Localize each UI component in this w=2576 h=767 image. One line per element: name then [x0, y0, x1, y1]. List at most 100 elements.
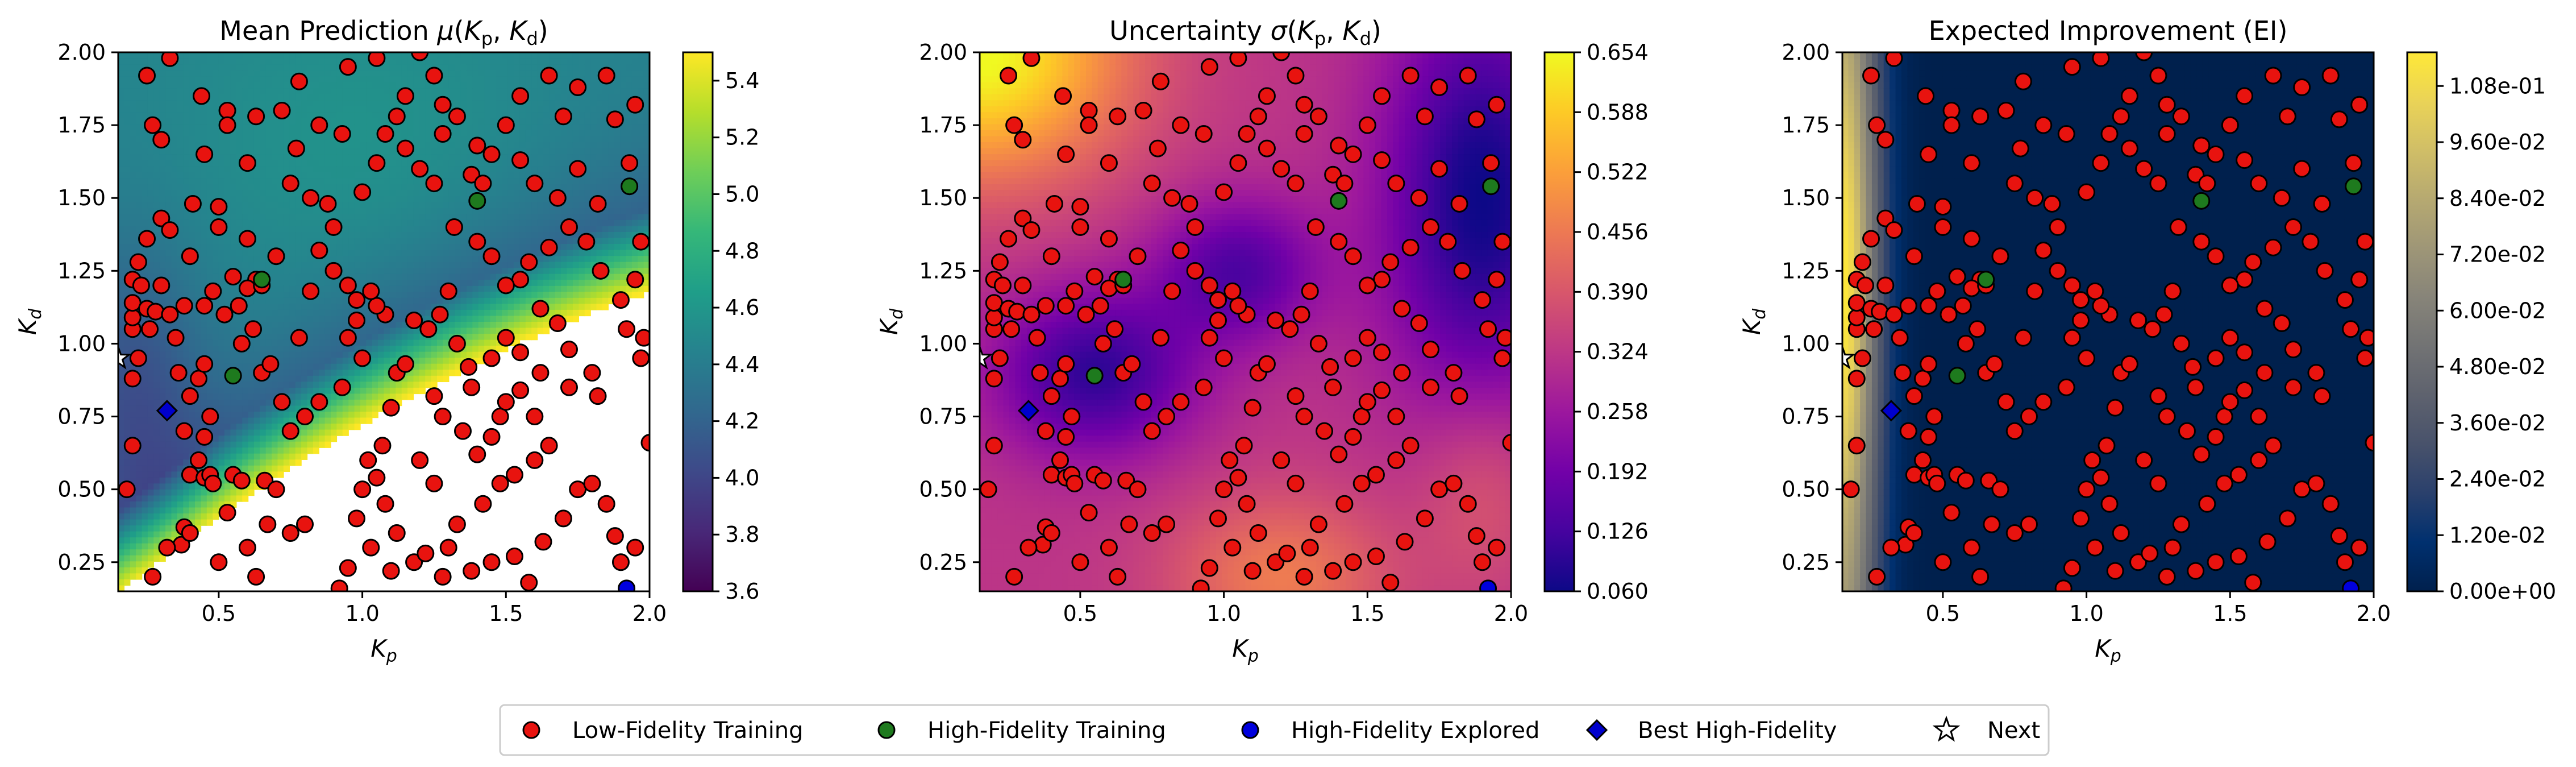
- y-tick-label: 1.75: [57, 113, 106, 138]
- axis-ticks: 0.5 1.0 1.5 2.0 0.25 0.50 0.75 1.00 1.25 1.50 1.75…: [919, 40, 1528, 626]
- y-tick-label: 1.25: [57, 258, 106, 283]
- x-tick-label: 1.0: [2069, 601, 2103, 626]
- low-fidelity-point: [1920, 428, 1938, 446]
- low-fidelity-point: [1238, 125, 1256, 143]
- legend-label: High-Fidelity Training: [927, 718, 1166, 744]
- low-fidelity-point: [1005, 116, 1023, 134]
- low-fidelity-point: [2284, 341, 2302, 359]
- low-fidelity-point: [2221, 329, 2239, 347]
- low-fidelity-point: [373, 437, 392, 455]
- low-fidelity-point: [281, 422, 299, 440]
- colorbar-tick-label: 4.6: [725, 295, 759, 320]
- low-fidelity-point: [1920, 297, 1938, 315]
- low-fidelity-point: [2092, 52, 2110, 67]
- colorbar-tick-label: 0.390: [1587, 279, 1649, 304]
- low-fidelity-point: [1962, 154, 1980, 172]
- low-fidelity-point: [1224, 282, 1242, 300]
- low-fidelity-point: [2005, 175, 2024, 193]
- legend-star-marker: [1932, 715, 1961, 742]
- low-fidelity-point: [204, 474, 222, 492]
- low-fidelity-point: [1066, 282, 1084, 300]
- y-tick-label: 0.75: [57, 404, 106, 429]
- low-fidelity-point: [152, 209, 170, 227]
- low-fidelity-point: [396, 355, 414, 373]
- low-fidelity-point: [1488, 271, 1506, 289]
- low-fidelity-point: [2356, 349, 2374, 367]
- low-fidelity-point: [1071, 218, 1089, 236]
- y-axis-label: Kd: [14, 308, 45, 335]
- low-fidelity-point: [2034, 393, 2053, 411]
- low-fidelity-point: [144, 567, 162, 586]
- low-fidelity-point: [244, 320, 263, 338]
- low-fidelity-point: [1306, 218, 1325, 236]
- low-fidelity-point: [1109, 567, 1127, 586]
- low-fidelity-point: [368, 154, 386, 172]
- low-fidelity-point: [560, 378, 578, 396]
- low-fidelity-point: [353, 349, 372, 367]
- low-fidelity-point: [1401, 238, 1420, 256]
- low-fidelity-point: [1473, 553, 1491, 571]
- low-fidelity-point: [1920, 145, 1938, 163]
- low-fidelity-point: [1123, 355, 1141, 373]
- low-fidelity-point: [1031, 364, 1049, 382]
- low-fidelity-point: [1934, 218, 1952, 236]
- low-fidelity-point: [448, 107, 466, 126]
- low-fidelity-point: [2313, 194, 2331, 213]
- panel-title: Uncertainty σ(Kp, Kd): [1109, 15, 1381, 49]
- low-fidelity-point: [1278, 544, 1296, 562]
- low-fidelity-point: [2129, 311, 2148, 329]
- low-fidelity-point: [531, 364, 550, 382]
- low-fidelity-point: [2207, 145, 2225, 163]
- low-fidelity-point: [2221, 116, 2239, 134]
- low-fidelity-point: [1934, 553, 1952, 571]
- low-fidelity-point: [626, 96, 644, 114]
- low-fidelity-point: [123, 370, 142, 388]
- low-fidelity-point: [1085, 268, 1104, 286]
- colorbar-tick-label: 7.20e-02: [2449, 242, 2546, 267]
- low-fidelity-point: [238, 279, 256, 297]
- low-fidelity-point: [339, 329, 357, 347]
- low-fidelity-point: [210, 218, 228, 236]
- y-tick-label: 2.00: [1782, 40, 1830, 65]
- low-fidelity-point: [448, 515, 466, 533]
- low-fidelity-point: [2034, 116, 2053, 134]
- low-fidelity-point: [1014, 276, 1032, 295]
- low-fidelity-point: [1080, 116, 1098, 134]
- low-fidelity-point: [2229, 548, 2248, 566]
- low-fidelity-point: [1287, 67, 1305, 85]
- low-fidelity-point: [1853, 349, 1871, 367]
- low-fidelity-point: [2198, 175, 2216, 193]
- legend: Low-Fidelity Training High-Fidelity Train…: [499, 704, 2050, 756]
- low-fidelity-point: [531, 300, 550, 318]
- low-fidelity-point: [554, 509, 572, 528]
- low-fidelity-point: [138, 230, 156, 248]
- low-fidelity-point: [2250, 451, 2268, 469]
- low-fidelity-point: [2086, 538, 2104, 557]
- low-fidelity-point: [2054, 579, 2073, 591]
- x-tick-label: 0.5: [1926, 601, 1960, 626]
- low-fidelity-point: [1962, 279, 1980, 297]
- low-fidelity-point: [618, 320, 636, 338]
- low-fidelity-point: [1885, 221, 1903, 239]
- low-fidelity-point: [1100, 279, 1118, 297]
- x-tick-label: 1.5: [489, 601, 523, 626]
- legend-item: Next: [1932, 715, 2040, 744]
- high-fidelity-training-point: [253, 271, 271, 289]
- low-fidelity-point: [290, 72, 308, 90]
- low-fidelity-point: [2221, 276, 2239, 295]
- low-fidelity-point: [1309, 515, 1327, 533]
- low-fidelity-point: [2284, 378, 2302, 396]
- low-fidelity-point: [2207, 349, 2225, 367]
- low-fidelity-point: [1014, 131, 1032, 149]
- low-fidelity-point: [1905, 387, 1923, 405]
- low-fidelity-point: [589, 194, 607, 213]
- low-fidelity-point: [1847, 308, 1866, 326]
- colorbar-tick-label: 4.80e-02: [2449, 354, 2546, 379]
- legend-item: High-Fidelity Training: [877, 718, 1166, 744]
- panel-2: 0.5 1.0 1.5 2.0 0.25 0.50 0.75 1.00 1.25 1.50 1.75…: [875, 15, 1649, 666]
- low-fidelity-point: [152, 276, 170, 295]
- low-fidelity-point: [1042, 247, 1060, 266]
- low-fidelity-point: [1292, 305, 1310, 324]
- low-fidelity-point: [1272, 451, 1291, 469]
- low-fidelity-point: [2149, 175, 2167, 193]
